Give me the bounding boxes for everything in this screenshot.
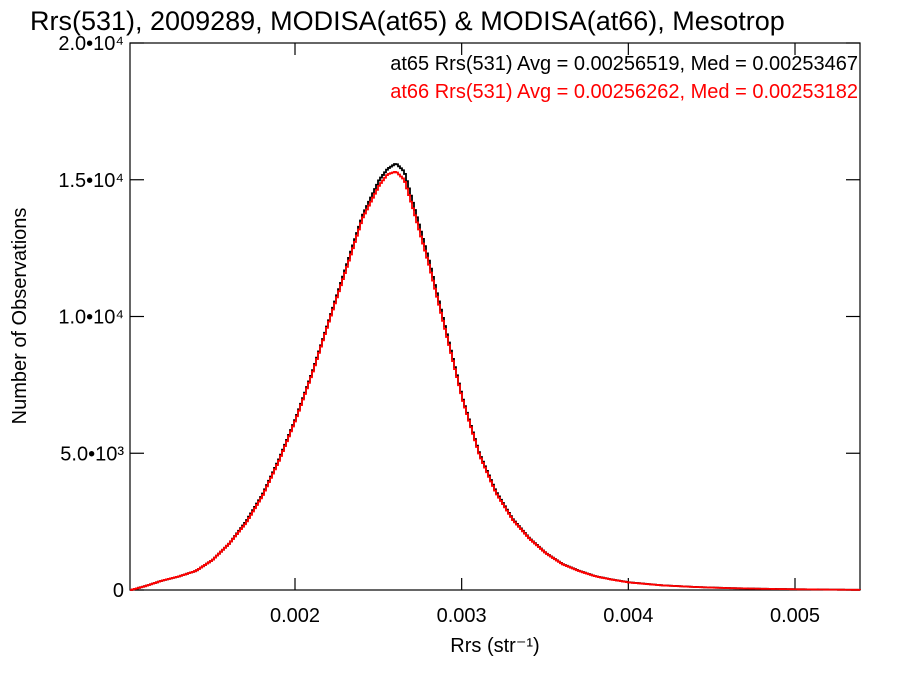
x-axis-label: Rrs (str⁻¹) — [450, 635, 539, 657]
series-line-at65 — [130, 163, 861, 591]
legend-entry-at66: at66 Rrs(531) Avg = 0.00256262, Med = 0.… — [390, 81, 858, 103]
y-axis-ticks: 0 5.0•10³ 1.0•10⁴ 1.5•10⁴ 2.0•10⁴ — [58, 33, 860, 602]
plot-frame — [129, 42, 861, 591]
y-tick-label: 2.0•10⁴ — [58, 33, 124, 55]
x-tick-label: 0.002 — [270, 605, 320, 627]
y-tick-label: 1.0•10⁴ — [58, 307, 124, 329]
x-tick-label: 0.005 — [770, 605, 820, 627]
y-tick-label: 0 — [113, 580, 124, 602]
y-tick-label: 5.0•10³ — [60, 443, 124, 465]
legend-entry-at65: at65 Rrs(531) Avg = 0.00256519, Med = 0.… — [390, 53, 858, 75]
y-tick-label: 1.5•10⁴ — [58, 170, 124, 192]
series-line-at66 — [130, 170, 861, 591]
chart-title: Rrs(531), 2009289, MODISA(at65) & MODISA… — [30, 6, 785, 36]
y-axis-label: Number of Observations — [9, 208, 31, 425]
x-tick-label: 0.003 — [437, 605, 487, 627]
x-axis-ticks: 0.002 0.003 0.004 0.005 — [270, 43, 820, 627]
series-layer — [130, 163, 861, 591]
x-tick-label: 0.004 — [603, 605, 653, 627]
